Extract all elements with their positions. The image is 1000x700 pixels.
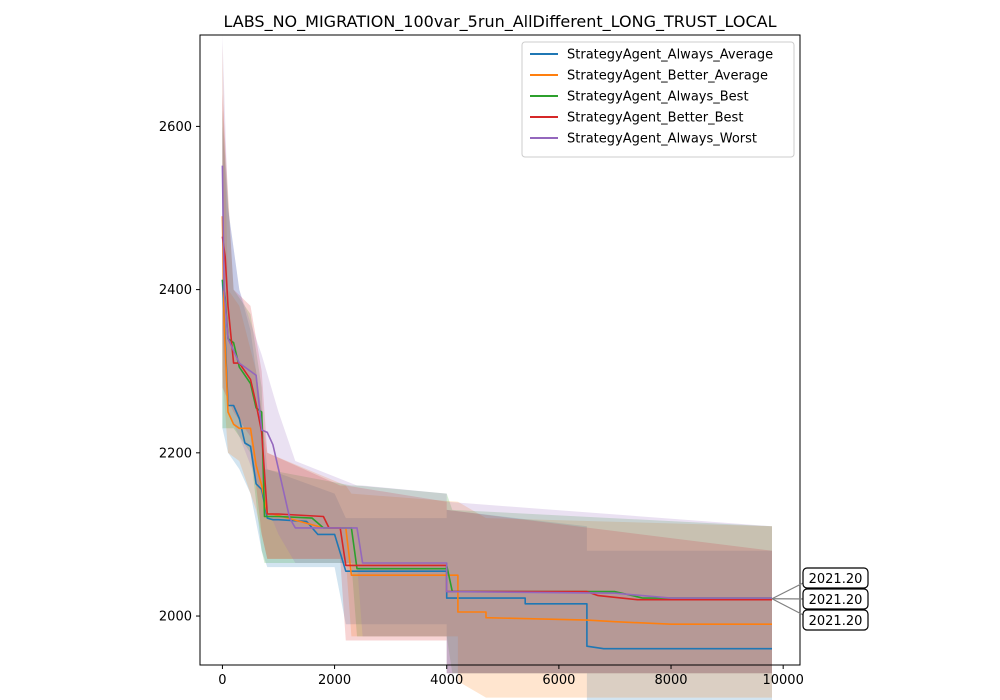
annotation-label: 2021.20 [809,572,863,587]
y-tick-label: 2000 [159,610,192,625]
annotation-box [802,609,869,631]
y-tick-label: 2400 [159,283,192,298]
legend-label: StrategyAgent_Better_Average [567,69,768,84]
annotation-box [802,588,869,610]
legend-label: StrategyAgent_Always_Average [567,48,773,63]
annotations: 2021.20 2021.20 2021.20 [771,567,869,631]
band-series-1 [222,126,772,700]
x-tick-label: 2000 [318,673,351,688]
legend-box [521,41,795,158]
legend-label: StrategyAgent_Better_Best [567,111,743,126]
chart-title: LABS_NO_MIGRATION_100var_5run_AllDiffere… [224,12,777,32]
confidence-bands [222,35,772,700]
line-series-1 [221,279,772,650]
legend-label: StrategyAgent_Always_Worst [567,132,757,147]
legend: StrategyAgent_Always_Average StrategyAgen… [521,41,795,158]
legend-label: StrategyAgent_Always_Best [567,90,749,105]
x-tick-label: 10000 [762,673,803,688]
band-series-2 [222,44,772,698]
x-tick-label: 0 [218,673,226,688]
annotation-label: 2021.20 [809,593,863,608]
x-tick-label: 4000 [430,673,463,688]
y-tick-label: 2600 [159,120,192,135]
band-series-4 [222,93,772,674]
y-tick-label: 2200 [159,446,192,461]
line-series-5 [221,165,772,599]
x-tick-label: 6000 [542,673,575,688]
axes: 0 2000 4000 6000 8000 10000 2000 2200 2400 2600 [159,120,804,688]
line-series-4 [221,236,772,601]
annotation-box [802,567,869,589]
series-lines [221,165,772,650]
plot-area-frame [199,34,801,666]
annotation-label: 2021.20 [809,614,863,629]
band-series-5 [222,35,772,674]
line-series-3 [221,279,772,599]
band-series-3 [222,110,772,674]
x-tick-label: 8000 [654,673,687,688]
